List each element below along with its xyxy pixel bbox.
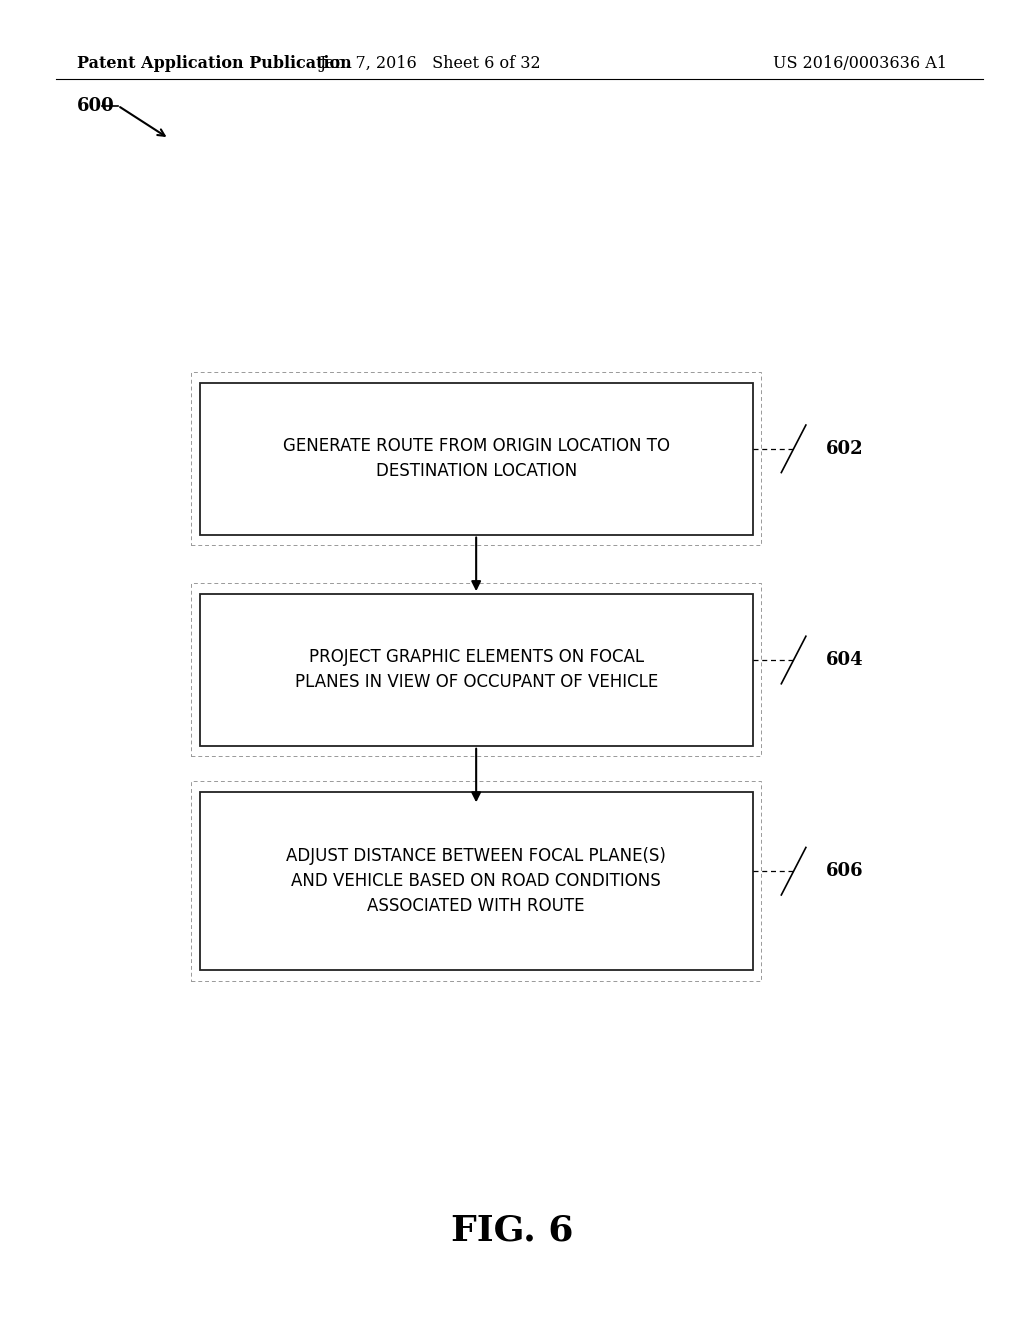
Text: PROJECT GRAPHIC ELEMENTS ON FOCAL
PLANES IN VIEW OF OCCUPANT OF VEHICLE: PROJECT GRAPHIC ELEMENTS ON FOCAL PLANES… (295, 648, 657, 692)
Text: US 2016/0003636 A1: US 2016/0003636 A1 (773, 55, 947, 71)
Text: GENERATE ROUTE FROM ORIGIN LOCATION TO
DESTINATION LOCATION: GENERATE ROUTE FROM ORIGIN LOCATION TO D… (283, 437, 670, 480)
Text: 606: 606 (826, 862, 864, 880)
Text: 600: 600 (77, 96, 115, 115)
Bar (200, 594, 753, 746)
Bar (200, 383, 753, 535)
Text: 604: 604 (826, 651, 864, 669)
Text: ADJUST DISTANCE BETWEEN FOCAL PLANE(S)
AND VEHICLE BASED ON ROAD CONDITIONS
ASSO: ADJUST DISTANCE BETWEEN FOCAL PLANE(S) A… (287, 847, 666, 915)
Bar (191, 781, 761, 981)
Text: 602: 602 (826, 440, 864, 458)
Bar (200, 792, 753, 970)
Bar (191, 583, 761, 756)
Text: FIG. 6: FIG. 6 (451, 1213, 573, 1247)
Text: Jan. 7, 2016   Sheet 6 of 32: Jan. 7, 2016 Sheet 6 of 32 (319, 55, 541, 71)
Bar (191, 372, 761, 545)
Text: Patent Application Publication: Patent Application Publication (77, 55, 351, 71)
